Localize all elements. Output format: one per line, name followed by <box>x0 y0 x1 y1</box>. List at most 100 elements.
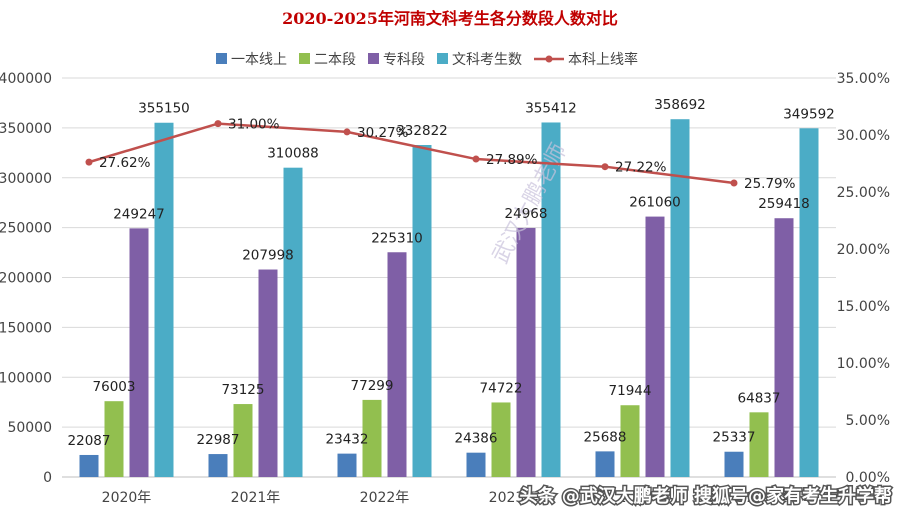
bar-data-label: 24968 <box>505 206 548 222</box>
bar-data-label: 358692 <box>654 97 706 113</box>
bar <box>799 128 819 477</box>
rate-point <box>601 163 609 171</box>
rate-data-label: 25.79% <box>744 176 796 192</box>
y-tick-label: 250000 <box>0 221 52 237</box>
bar-data-label: 355150 <box>138 101 190 117</box>
bar-data-label: 310088 <box>267 146 319 162</box>
legend-swatch <box>437 53 448 64</box>
rate-data-label: 31.00% <box>228 117 280 133</box>
legend-label: 专科段 <box>383 52 425 68</box>
x-tick-label: 2021年 <box>231 490 281 506</box>
rate-data-label: 27.62% <box>99 155 151 171</box>
legend-label: 本科上线率 <box>568 51 638 68</box>
legend-label: 二本段 <box>314 52 356 68</box>
legend-swatch <box>299 53 310 64</box>
data-labels: 22087 22987 23432 24386 25688 25337 76003 73125… <box>68 97 835 449</box>
y-tick-label: 300000 <box>0 171 52 187</box>
bar <box>387 252 407 477</box>
bar-data-label: 74722 <box>480 380 523 396</box>
bar-data-label: 73125 <box>222 382 265 398</box>
bar-data-label: 25337 <box>713 430 756 446</box>
bar-data-label: 25688 <box>584 429 627 445</box>
rate-line-path <box>88 122 735 185</box>
bars <box>79 119 819 478</box>
x-tick-label: 2023年 <box>489 490 539 506</box>
bar-data-label: 261060 <box>629 195 681 211</box>
rate-line <box>85 120 738 187</box>
x-tick-label: 2020年 <box>102 490 152 506</box>
bar <box>670 119 690 478</box>
y-tick-label: 50000 <box>7 420 52 436</box>
rate-point <box>730 179 738 187</box>
bar <box>541 122 561 477</box>
x-tick-label: 2025年 <box>747 490 797 506</box>
chart-title: 2020-2025年河南文科考生各分数段人数对比 <box>282 9 618 28</box>
bar-data-label: 225310 <box>371 230 423 246</box>
rate-data-label: 27.22% <box>615 160 667 176</box>
bar <box>208 454 228 477</box>
bar <box>491 402 511 477</box>
y2-tick-label: 5.00% <box>846 413 890 429</box>
legend-label: 一本线上 <box>231 52 287 68</box>
bar-data-label: 71944 <box>609 383 652 399</box>
y2-tick-label: 20.00% <box>837 242 890 258</box>
rate-data-label: 27.89% <box>486 152 538 168</box>
x-tick-label: 2022年 <box>360 490 410 506</box>
rate-point <box>85 158 93 166</box>
y2-tick-label: 25.00% <box>837 185 890 201</box>
bar <box>233 404 253 477</box>
legend: 一本线上 二本段 专科段 文科考生数 本科上线率 <box>216 51 638 68</box>
y-tick-label: 150000 <box>0 320 52 336</box>
bar <box>645 216 665 477</box>
bar-data-label: 249247 <box>113 206 165 222</box>
bar-data-label: 77299 <box>351 378 394 394</box>
y-tick-label: 100000 <box>0 370 52 386</box>
legend-line-marker <box>545 55 553 63</box>
bar <box>412 145 432 477</box>
bar-data-label: 24386 <box>455 431 498 447</box>
y-tick-label: 350000 <box>0 121 52 137</box>
bar <box>283 167 303 477</box>
bar-data-label: 23432 <box>326 432 369 448</box>
axes: 0 50000 100000 150000 200000 250000 300000 3500… <box>0 71 890 506</box>
bar <box>774 218 794 478</box>
bar-data-label: 22987 <box>197 432 240 448</box>
y2-tick-label: 35.00% <box>837 71 890 87</box>
bar <box>258 269 278 477</box>
bar-data-label: 332822 <box>396 123 448 139</box>
bar <box>104 401 124 477</box>
bar <box>516 227 536 477</box>
y2-tick-label: 0.00% <box>846 470 890 486</box>
bar <box>724 451 744 477</box>
bar-data-label: 259418 <box>758 196 810 212</box>
bar-data-label: 207998 <box>242 248 294 264</box>
bar <box>337 453 357 477</box>
rate-data-label: 30.27% <box>357 125 409 141</box>
x-tick-label: 2024年 <box>618 490 668 506</box>
rate-point <box>343 128 351 136</box>
y2-tick-label: 15.00% <box>837 299 890 315</box>
bar <box>129 228 149 477</box>
bar <box>362 399 382 477</box>
bar-data-label: 22087 <box>68 433 111 449</box>
bar-data-label: 355412 <box>525 100 577 116</box>
legend-label: 文科考生数 <box>452 52 522 68</box>
grid <box>62 77 836 478</box>
y2-tick-label: 30.00% <box>837 128 890 144</box>
bar <box>620 405 640 477</box>
source-credit: 头条 @武汉大鹏老师 搜狐号@家有考生升学帮 <box>519 485 892 507</box>
y-tick-label: 0 <box>43 470 52 486</box>
bar-data-label: 349592 <box>783 106 835 122</box>
rate-point <box>214 120 222 128</box>
y-tick-label: 200000 <box>0 271 52 287</box>
legend-swatch <box>368 53 379 64</box>
rate-point <box>472 155 480 163</box>
bar <box>466 452 486 477</box>
y2-tick-label: 10.00% <box>837 356 890 372</box>
bar <box>749 412 769 477</box>
legend-swatch <box>216 53 227 64</box>
y-tick-label: 400000 <box>0 71 52 87</box>
bar-data-label: 76003 <box>93 379 136 395</box>
bar <box>595 451 615 477</box>
